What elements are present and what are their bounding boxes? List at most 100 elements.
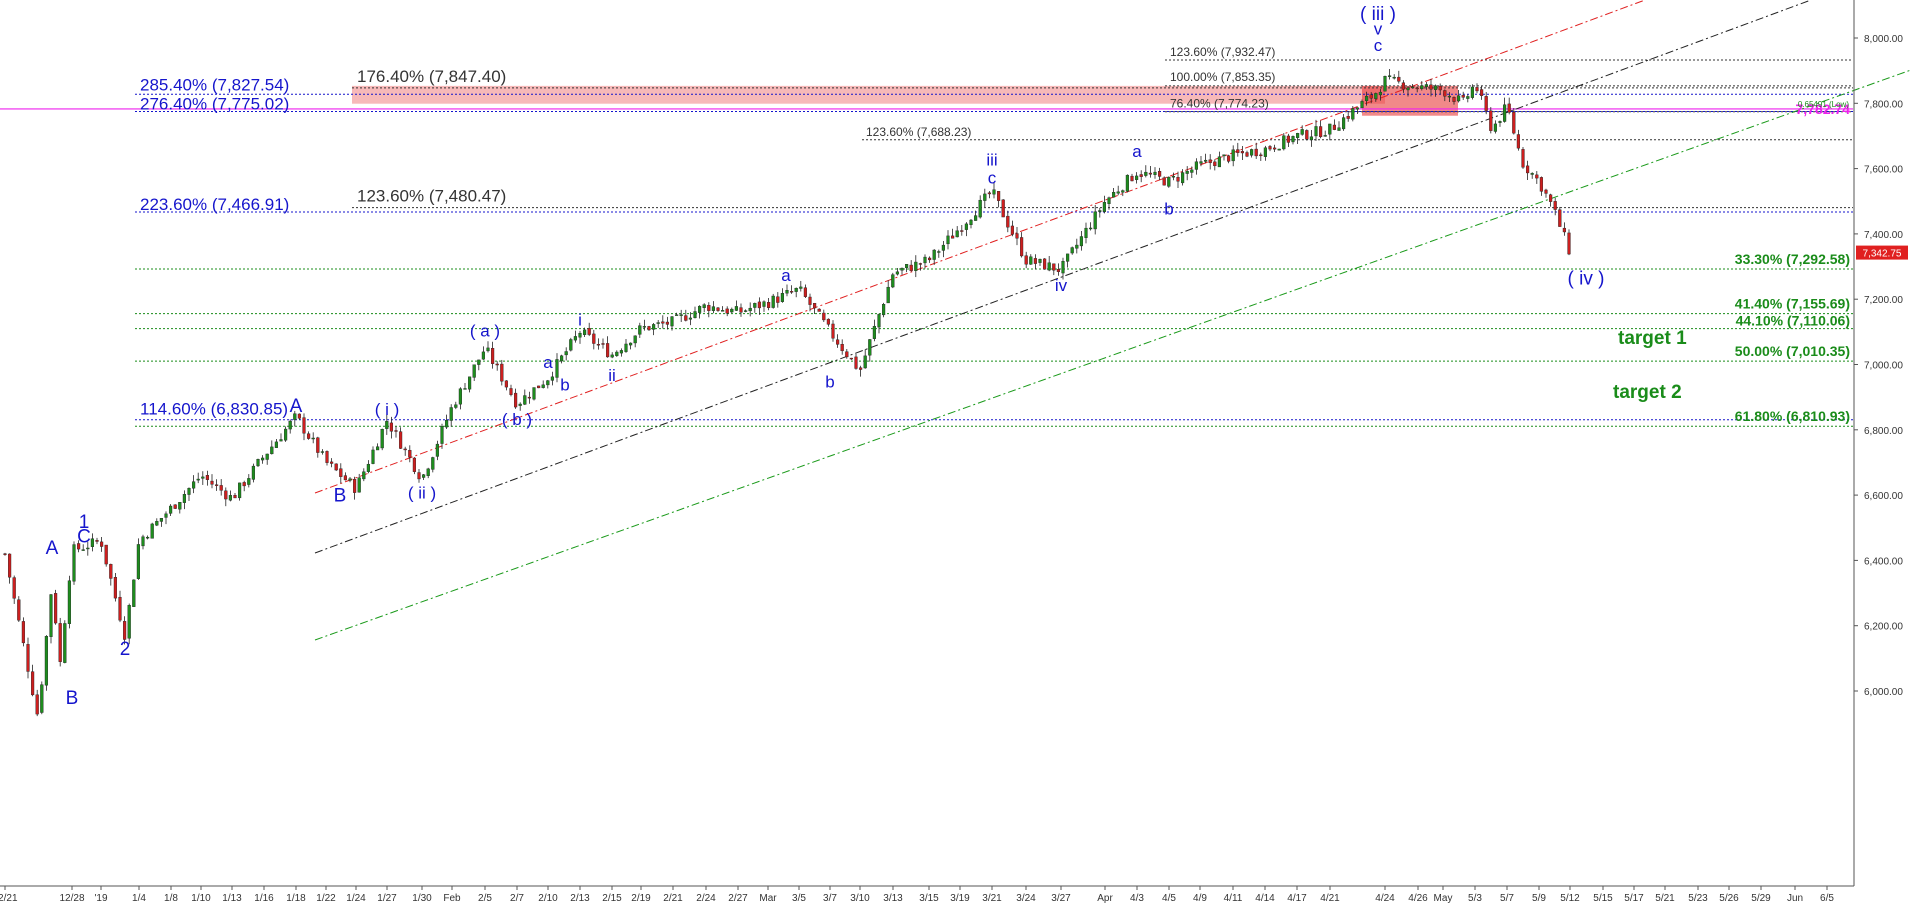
- candle-body: [790, 291, 794, 293]
- price-candles-layer: [3, 68, 1571, 717]
- candle-body: [1190, 169, 1194, 173]
- candle-body: [1447, 95, 1451, 98]
- candle-body: [403, 448, 407, 451]
- candle-body: [1291, 136, 1295, 143]
- candle-body: [1535, 174, 1539, 179]
- candle-body: [1410, 86, 1415, 89]
- candle-body: [307, 433, 311, 439]
- candle-body: [1180, 172, 1185, 184]
- y-axis: 8,000.00 7,800.00 7,600.00 7,400.00 7,200.00…: [1853, 0, 1908, 886]
- candle-body: [711, 306, 715, 311]
- candle-body: [1121, 190, 1125, 193]
- candle-body: [302, 417, 306, 434]
- candle-body: [1001, 199, 1005, 218]
- candle-body: [941, 244, 945, 251]
- candle-body: [159, 518, 163, 522]
- candle-body: [182, 494, 186, 503]
- candle-body: [1139, 174, 1143, 177]
- candle-body: [233, 495, 237, 499]
- candle-body: [431, 457, 435, 470]
- candle-body: [1461, 94, 1465, 98]
- candle-body: [978, 199, 982, 218]
- candle-body: [725, 308, 729, 314]
- candle-body: [265, 453, 269, 460]
- candle-body: [1337, 127, 1341, 131]
- candle-body: [1295, 133, 1300, 138]
- candle-body: [1355, 107, 1359, 110]
- candle-body: [785, 290, 789, 294]
- candle-body: [1213, 161, 1217, 167]
- candle-body: [1364, 96, 1369, 101]
- candle-body: [449, 407, 453, 421]
- candle-body: [1015, 233, 1019, 239]
- y-tick-label-5: 7,000.00: [1864, 361, 1903, 372]
- candle-body: [1111, 192, 1116, 198]
- candle-body: [656, 322, 660, 324]
- wave-label-25: ( iv ): [1568, 269, 1605, 290]
- wave-label-21: b: [1164, 199, 1173, 218]
- candle-body: [1429, 84, 1433, 90]
- candle-body: [895, 271, 899, 275]
- candle-body: [1470, 86, 1474, 98]
- target-2-label: target 2: [1613, 382, 1682, 403]
- candle-body: [1038, 258, 1042, 263]
- wave-label-16: b: [825, 372, 834, 391]
- y-tick-label-0: 8,000.00: [1864, 34, 1903, 45]
- candle-body: [40, 684, 44, 713]
- candle-body: [1323, 135, 1327, 137]
- candle-body: [564, 351, 568, 356]
- candle-body: [1263, 147, 1267, 157]
- candle-body: [334, 463, 338, 471]
- candle-body: [596, 343, 600, 346]
- candle-body: [1249, 149, 1254, 156]
- candle-body: [734, 306, 738, 311]
- candle-body: [808, 296, 812, 305]
- resistance-zone-right: [1362, 85, 1458, 116]
- candle-body: [1392, 76, 1396, 79]
- level-label-15: 61.80% (6,810.93): [1735, 408, 1850, 424]
- candle-body: [201, 476, 205, 479]
- candle-body: [35, 694, 39, 715]
- x-tick-label-26: 3/10: [850, 893, 870, 904]
- candle-body: [813, 302, 817, 309]
- x-tick-label-55: 6/5: [1820, 893, 1834, 904]
- candle-body: [1167, 176, 1171, 187]
- candle-body: [1075, 244, 1079, 249]
- candle-body: [284, 428, 288, 441]
- level-label-14: 114.60% (6,830.85): [140, 400, 288, 419]
- candle-body: [619, 350, 623, 354]
- candle-body: [168, 505, 173, 514]
- candle-body: [343, 475, 347, 481]
- candle-body: [495, 363, 499, 366]
- x-tick-label-1: 12/28: [59, 893, 84, 904]
- wave-label-2: 1: [79, 512, 90, 533]
- candle-body: [118, 596, 122, 621]
- x-tick-label-20: 2/21: [663, 893, 683, 904]
- candle-body: [803, 287, 807, 297]
- candle-body: [932, 249, 936, 260]
- candle-body: [702, 304, 706, 308]
- candle-body: [1456, 95, 1461, 102]
- candle-body: [399, 431, 403, 449]
- candle-body: [1259, 154, 1263, 157]
- candle-body: [122, 621, 127, 640]
- x-tick-label-40: 4/21: [1320, 893, 1340, 904]
- candle-body: [1088, 227, 1093, 230]
- x-tick-label-6: 1/13: [222, 893, 242, 904]
- candle-body: [845, 351, 849, 358]
- candle-body: [1226, 155, 1231, 162]
- candle-body: [771, 295, 775, 308]
- candle-body: [882, 304, 886, 316]
- candle-body: [937, 251, 941, 253]
- candle-body: [601, 343, 605, 345]
- candle-body: [366, 463, 370, 472]
- wave-label-20: a: [1132, 142, 1142, 161]
- candle-body: [288, 420, 292, 430]
- candle-body: [1079, 236, 1083, 247]
- x-tick-label-54: Jun: [1787, 893, 1803, 904]
- wave-label-10: ( b ): [502, 410, 532, 429]
- x-tick-label-21: 2/24: [696, 893, 716, 904]
- candle-body: [389, 422, 393, 432]
- candle-body: [914, 261, 918, 271]
